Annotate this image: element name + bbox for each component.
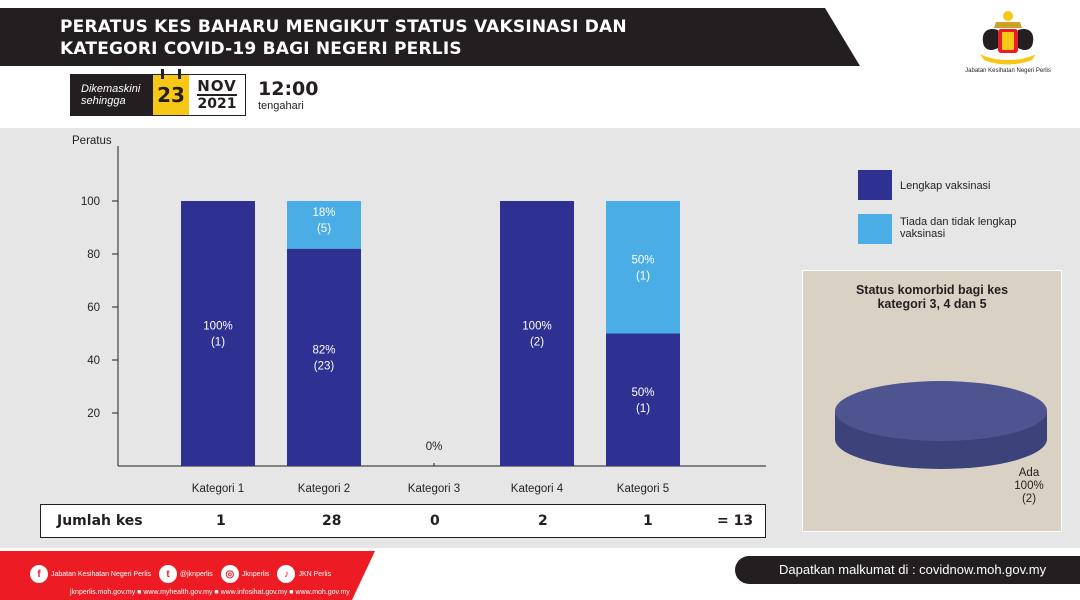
y-tick-label-100: 100 [81, 196, 100, 208]
twitter-icon: t [159, 565, 178, 583]
total-kategori-4: 2 [538, 513, 548, 529]
update-label: Dikemaskini sehingga [71, 75, 153, 115]
legend-item-vaccinated: Lengkap vaksinasi [858, 170, 1058, 200]
pie-slice-percent: 100% [1014, 480, 1044, 492]
department-name: Jabatan Kesihatan Negeri Perlis [965, 68, 1051, 74]
y-tick-label-20: 20 [87, 408, 100, 420]
bar-unvaccinated-kategori-5 [606, 201, 680, 334]
pie-slice-name: Ada [1018, 467, 1040, 479]
comorbid-panel: Status komorbid bagi kes kategori 3, 4 d… [802, 270, 1062, 532]
grand-total: = 13 [717, 513, 754, 529]
update-time: 12:00 [258, 78, 319, 100]
instagram-icon: ◎ [220, 565, 239, 583]
bar-label-count-unvaccinated-2: (5) [317, 223, 331, 235]
facebook-label: Jabatan Kesihatan Negeri Perlis [51, 570, 152, 578]
bar-zero-kategori-3 [433, 463, 435, 466]
tiktok-link[interactable]: ♪ JKN Perlis [277, 565, 331, 583]
page-title-line1: PERATUS KES BAHARU MENGIKUT STATUS VAKSI… [60, 17, 627, 37]
x-tick-label-kategori-4: Kategori 4 [511, 483, 564, 495]
bar-label-percent-vaccinated-4: 100% [522, 321, 551, 333]
bar-vaccinated-kategori-1 [181, 201, 255, 466]
bar-vaccinated-kategori-5 [606, 333, 680, 466]
total-kategori-3: 0 [430, 513, 440, 529]
page-title-line2: KATEGORI COVID-19 BAGI NEGERI PERLIS [60, 39, 462, 59]
bar-vaccinated-kategori-4 [500, 201, 574, 466]
bar-label-count-unvaccinated-5: (1) [636, 270, 650, 282]
bar-label-count-vaccinated-5: (1) [636, 403, 650, 415]
instagram-link[interactable]: ◎ Jknperlis [220, 565, 270, 583]
calendar-month: NOV [197, 77, 237, 96]
total-kategori-5: 1 [643, 513, 653, 529]
pie-slice-label: Ada 100% (2) [999, 467, 1059, 506]
footer-social-bar [0, 551, 375, 600]
bar-label-percent-unvaccinated-2: 18% [312, 207, 335, 219]
covidnow-link[interactable]: Dapatkan malkumat di : covidnow.moh.gov.… [735, 556, 1080, 584]
update-date-box: Dikemaskini sehingga 23 NOV 2021 [70, 69, 246, 116]
pie-slice-ada [835, 381, 1047, 441]
footer-websites[interactable]: jknperlis.moh.gov.my ■ www.myhealth.gov.… [70, 589, 350, 596]
bar-label-count-vaccinated-4: (2) [530, 337, 544, 349]
legend-item-unvaccinated: Tiada dan tidak lengkap vaksinasi [858, 214, 1058, 244]
tiktok-label: JKN Perlis [298, 570, 332, 578]
calendar-day: 23 [153, 69, 189, 115]
legend-swatch-unvaccinated [858, 214, 892, 244]
x-tick-label-kategori-3: Kategori 3 [408, 483, 460, 495]
y-axis-title: Peratus [72, 135, 112, 147]
facebook-icon: f [30, 565, 48, 583]
update-label-line2: sehingga [81, 95, 126, 107]
twitter-link[interactable]: t @jknperlis [159, 565, 213, 583]
comorbid-title-line2: kategori 3, 4 dan 5 [877, 297, 987, 311]
y-tick-label-40: 40 [87, 355, 100, 367]
bar-label-zero-kategori-3: 0% [426, 441, 443, 453]
x-tick-label-kategori-1: Kategori 1 [192, 483, 244, 495]
update-label-line1: Dikemaskini [81, 83, 141, 95]
total-kategori-2: 28 [322, 513, 342, 529]
y-tick-label-80: 80 [87, 249, 100, 261]
total-kategori-1: 1 [216, 513, 226, 529]
bar-label-percent-vaccinated-1: 100% [203, 321, 232, 333]
bar-label-percent-vaccinated-5: 50% [631, 387, 654, 399]
facebook-link[interactable]: f Jabatan Kesihatan Negeri Perlis [30, 565, 151, 583]
title-banner [0, 8, 860, 66]
update-period: tengahari [258, 100, 304, 112]
legend-label-unvaccinated: Tiada dan tidak lengkap vaksinasi [900, 216, 1017, 240]
legend-swatch-vaccinated [858, 170, 892, 200]
bar-label-count-vaccinated-1: (1) [211, 337, 225, 349]
bar-label-percent-vaccinated-2: 82% [312, 344, 335, 356]
calendar-month-year: NOV 2021 [189, 75, 245, 115]
bar-label-count-vaccinated-2: (23) [314, 360, 335, 372]
footer-social-links: f Jabatan Kesihatan Negeri Perlis t @jknpe… [30, 565, 331, 583]
bar-vaccinated-kategori-2 [287, 248, 361, 466]
bar-unvaccinated-kategori-2 [287, 201, 361, 249]
bar-chart: Peratus 20 40 60 80 100 100% (1) Kategori 1 82% (2… [72, 135, 766, 495]
comorbid-title-line1: Status komorbid bagi kes [855, 283, 1009, 297]
calendar-year: 2021 [197, 96, 237, 112]
comorbid-title: Status komorbid bagi kes kategori 3, 4 d… [803, 283, 1061, 311]
x-tick-label-kategori-5: Kategori 5 [617, 483, 669, 495]
comorbid-pie-chart [835, 381, 1047, 469]
totals-label: Jumlah kes [57, 513, 143, 529]
totals-row: Jumlah kes 1 28 0 2 1 = 13 [40, 504, 766, 538]
chart-legend: Lengkap vaksinasi Tiada dan tidak lengka… [858, 170, 1058, 258]
y-tick-label-60: 60 [87, 302, 100, 314]
pie-slice-count: (2) [1021, 493, 1037, 505]
legend-label-vaccinated: Lengkap vaksinasi [900, 180, 991, 192]
tiktok-icon: ♪ [277, 565, 296, 583]
crest-logo-icon [980, 11, 1036, 65]
bar-label-percent-unvaccinated-5: 50% [631, 254, 654, 266]
instagram-label: Jknperlis [241, 570, 270, 578]
x-tick-label-kategori-2: Kategori 2 [298, 483, 350, 495]
twitter-label: @jknperlis [180, 570, 213, 578]
